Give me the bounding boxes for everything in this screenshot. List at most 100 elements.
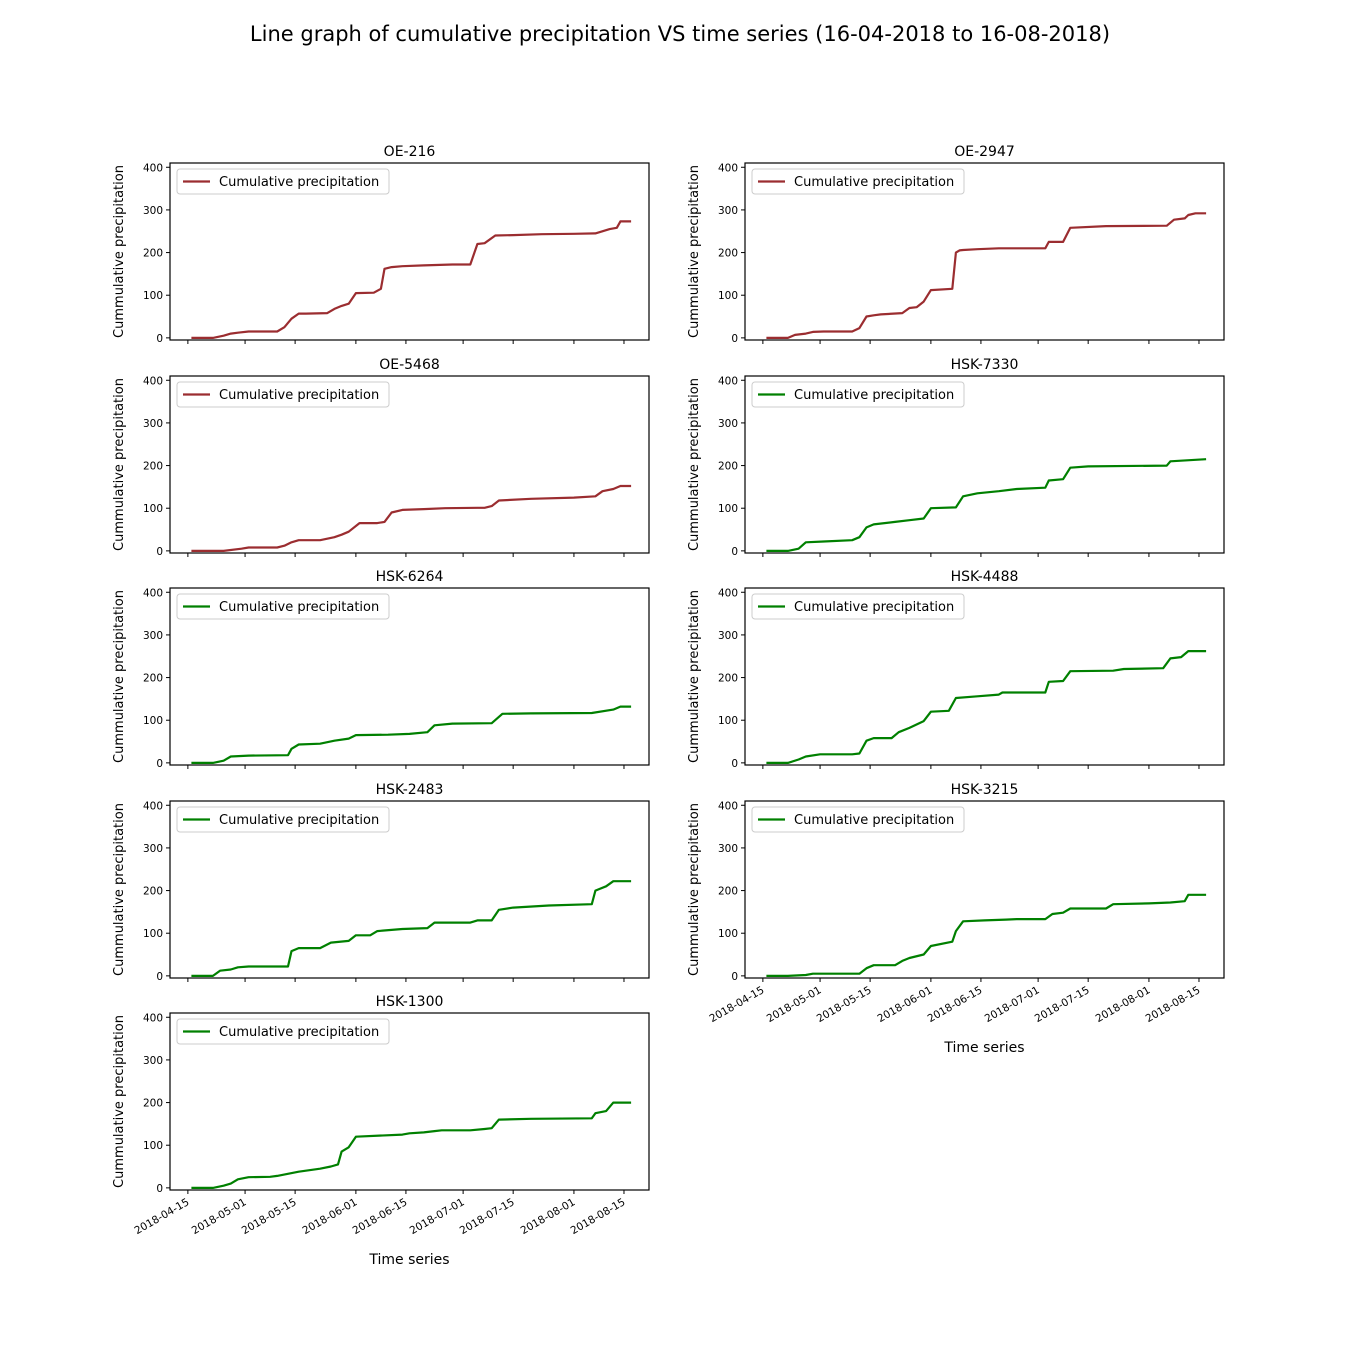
legend-box bbox=[176, 593, 390, 620]
subplot-title: OE-216 bbox=[384, 144, 436, 160]
y-tick-label: 0 bbox=[731, 971, 738, 983]
y-tick-label: 0 bbox=[731, 758, 738, 770]
y-tick-label: 400 bbox=[143, 375, 163, 387]
x-tick-label: 2018-05-15 bbox=[240, 1196, 299, 1237]
y-tick-label: 200 bbox=[718, 886, 738, 898]
y-tick-label: 0 bbox=[731, 546, 738, 558]
series-line bbox=[766, 458, 1207, 553]
x-tick-label: 2018-05-01 bbox=[765, 984, 824, 1025]
legend-label: Cumulative precipitation bbox=[219, 175, 379, 190]
series-line bbox=[191, 220, 632, 339]
figure-title: Line graph of cumulative precipitation V… bbox=[249, 22, 1111, 46]
y-tick-label: 0 bbox=[156, 971, 163, 983]
y-tick-label: 100 bbox=[718, 503, 738, 515]
subplot-title: HSK-6264 bbox=[376, 569, 444, 585]
y-axis-label: Cummulative precipitation bbox=[112, 165, 127, 338]
x-axis-label: Time series bbox=[368, 1252, 449, 1268]
y-tick-label: 300 bbox=[718, 205, 738, 217]
y-tick-label: 300 bbox=[718, 630, 738, 642]
y-tick-label: 400 bbox=[718, 587, 738, 599]
axes-frame bbox=[169, 587, 650, 766]
legend-box bbox=[751, 806, 965, 833]
y-tick-label: 100 bbox=[143, 715, 163, 727]
subplot-title: HSK-2483 bbox=[376, 782, 444, 798]
y-tick-label: 100 bbox=[718, 928, 738, 940]
y-tick-label: 300 bbox=[143, 630, 163, 642]
y-axis-label: Cummulative precipitation bbox=[687, 590, 702, 763]
axes-frame bbox=[169, 162, 650, 341]
y-tick-label: 400 bbox=[143, 162, 163, 174]
y-tick-label: 100 bbox=[718, 290, 738, 302]
legend-box bbox=[176, 168, 390, 195]
x-tick-label: 2018-08-01 bbox=[519, 1196, 578, 1237]
subplot-hsk-2483: HSK-2483 0 100 200 300 400 Cummulative precipi… bbox=[112, 782, 650, 983]
series-line bbox=[191, 484, 632, 553]
y-tick-label: 400 bbox=[143, 1012, 163, 1024]
x-tick-label: 2018-04-15 bbox=[133, 1196, 192, 1237]
legend-label: Cumulative precipitation bbox=[219, 388, 379, 403]
y-tick-label: 300 bbox=[718, 418, 738, 430]
x-tick-label: 2018-04-15 bbox=[708, 984, 767, 1025]
legend-box bbox=[751, 593, 965, 620]
legend-label: Cumulative precipitation bbox=[219, 1025, 379, 1040]
y-tick-label: 400 bbox=[143, 800, 163, 812]
x-tick-label: 2018-08-01 bbox=[1094, 984, 1153, 1025]
legend: Cumulative precipitation bbox=[751, 806, 965, 833]
y-axis-label: Cummulative precipitation bbox=[687, 165, 702, 338]
y-tick-label: 400 bbox=[718, 162, 738, 174]
legend-label: Cumulative precipitation bbox=[794, 388, 954, 403]
x-tick-label: 2018-05-01 bbox=[190, 1196, 249, 1237]
legend: Cumulative precipitation bbox=[751, 168, 965, 195]
subplot-oe-2947: OE-2947 0 100 200 300 400 Cummulative precipit… bbox=[687, 144, 1225, 345]
y-tick-label: 200 bbox=[718, 461, 738, 473]
series-line bbox=[191, 880, 632, 978]
legend-box bbox=[751, 168, 965, 195]
series-line bbox=[766, 212, 1207, 339]
y-tick-label: 400 bbox=[143, 587, 163, 599]
legend-label: Cumulative precipitation bbox=[219, 600, 379, 615]
subplot-title: HSK-1300 bbox=[376, 994, 444, 1010]
y-axis-label: Cummulative precipitation bbox=[687, 803, 702, 976]
y-tick-label: 200 bbox=[718, 673, 738, 685]
legend: Cumulative precipitation bbox=[751, 593, 965, 620]
legend: Cumulative precipitation bbox=[176, 806, 390, 833]
subplot-hsk-6264: HSK-6264 0 100 200 300 400 Cummulative precipi… bbox=[112, 569, 650, 770]
y-tick-label: 100 bbox=[718, 715, 738, 727]
y-tick-label: 200 bbox=[143, 886, 163, 898]
y-tick-label: 400 bbox=[718, 375, 738, 387]
y-tick-label: 300 bbox=[718, 843, 738, 855]
axes-frame bbox=[744, 162, 1225, 341]
subplot-title: HSK-7330 bbox=[951, 357, 1019, 373]
legend: Cumulative precipitation bbox=[176, 168, 390, 195]
y-axis-label: Cummulative precipitation bbox=[112, 590, 127, 763]
subplot-title: HSK-3215 bbox=[951, 782, 1019, 798]
series-line bbox=[191, 705, 632, 765]
axes-frame bbox=[169, 800, 650, 979]
y-tick-label: 200 bbox=[718, 248, 738, 260]
x-tick-label: 2018-07-15 bbox=[458, 1196, 517, 1237]
x-tick-label: 2018-07-01 bbox=[983, 984, 1042, 1025]
axes-frame bbox=[744, 587, 1225, 766]
subplot-hsk-1300: HSK-1300 0 100 200 300 400 Cummulative precipi… bbox=[112, 994, 650, 1268]
y-tick-label: 0 bbox=[156, 1183, 163, 1195]
y-tick-label: 100 bbox=[143, 503, 163, 515]
x-tick-label: 2018-08-15 bbox=[1144, 984, 1203, 1025]
legend-label: Cumulative precipitation bbox=[794, 175, 954, 190]
subplot-hsk-3215: HSK-3215 0 100 200 300 400 Cummulative precipi… bbox=[687, 782, 1225, 1056]
x-tick-label: 2018-06-01 bbox=[301, 1196, 360, 1237]
y-axis-label: Cummulative precipitation bbox=[112, 803, 127, 976]
x-tick-label: 2018-06-15 bbox=[351, 1196, 410, 1237]
legend-box bbox=[176, 806, 390, 833]
subplot-title: OE-5468 bbox=[379, 357, 440, 373]
x-tick-label: 2018-07-01 bbox=[408, 1196, 467, 1237]
axes-frame bbox=[744, 800, 1225, 979]
y-tick-label: 100 bbox=[143, 928, 163, 940]
y-tick-label: 200 bbox=[143, 248, 163, 260]
x-tick-label: 2018-05-15 bbox=[815, 984, 874, 1025]
legend: Cumulative precipitation bbox=[176, 381, 390, 408]
legend-label: Cumulative precipitation bbox=[794, 600, 954, 615]
axes-frame bbox=[169, 1012, 650, 1191]
y-tick-label: 100 bbox=[143, 1140, 163, 1152]
legend-label: Cumulative precipitation bbox=[794, 813, 954, 828]
